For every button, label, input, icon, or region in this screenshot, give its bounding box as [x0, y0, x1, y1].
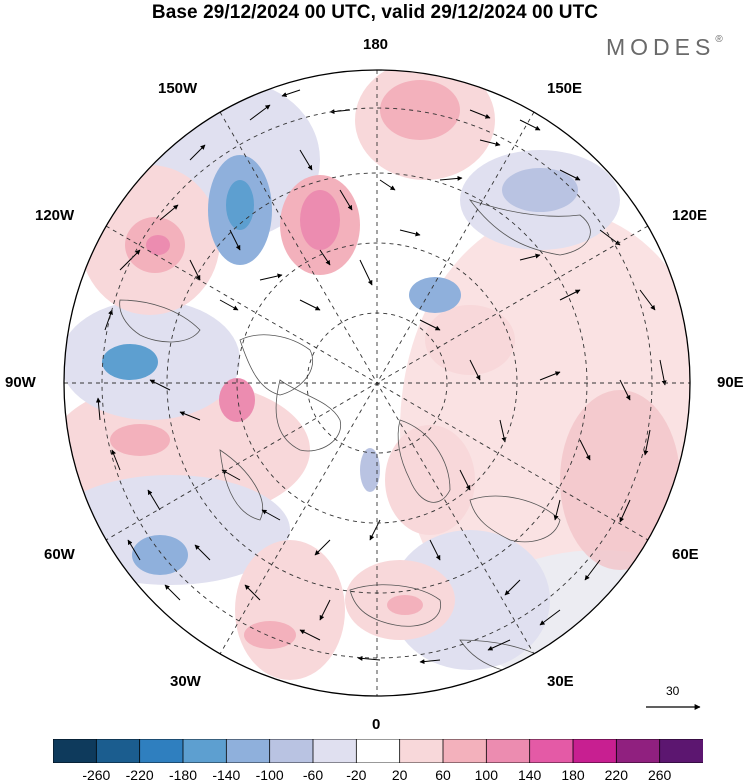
colorbar-segment: [442, 739, 488, 763]
positive-anomaly-core: [387, 595, 423, 615]
negative-anomaly-core: [132, 535, 188, 575]
positive-anomaly-region: [560, 390, 680, 570]
modes-logo: MODES®: [606, 34, 723, 61]
colorbar-segment: [572, 739, 618, 763]
colorbar-tick-label: -220: [125, 767, 154, 783]
latitude-circle: [236, 242, 518, 524]
negative-anomaly-core: [102, 344, 158, 380]
negative-anomaly-core: [226, 180, 254, 230]
positive-anomaly-core: [219, 378, 255, 422]
lon-label-0: 0: [372, 716, 381, 733]
positive-anomaly-region: [235, 540, 345, 680]
colorbar-segment: [485, 739, 531, 763]
meridian-120e-60w: [105, 225, 649, 541]
lon-label-30w: 30W: [170, 673, 201, 690]
colorbar-tick-label: 260: [647, 767, 672, 783]
anomaly-shading: [64, 70, 690, 696]
map-boundary: [63, 69, 691, 697]
brand-text: MODES: [606, 34, 716, 60]
colorbar-tick-label: 220: [604, 767, 629, 783]
negative-anomaly-region: [390, 530, 550, 670]
colorbar-segment: [225, 739, 271, 763]
colorbar-segment: [529, 739, 574, 763]
negative-anomaly-core: [502, 168, 578, 212]
colorbar-tick-label: -20: [346, 767, 367, 783]
coastlines: [119, 199, 591, 675]
lon-label-150w: 150W: [158, 80, 198, 97]
graticule: [64, 70, 690, 696]
colorbar-segment: [615, 739, 661, 763]
wind-vectors: [95, 89, 667, 665]
positive-anomaly-core: [380, 80, 460, 140]
positive-anomaly-region: [425, 305, 515, 375]
colorbar-segment: [139, 739, 184, 763]
positive-anomaly-core: [146, 235, 170, 255]
colorbar-tick-label: -140: [212, 767, 241, 783]
registered-mark: ®: [715, 34, 723, 46]
negative-anomaly-core: [360, 448, 380, 492]
colorbar-segment: [659, 739, 703, 763]
lon-label-60e: 60E: [672, 546, 699, 563]
colorbar-segment: [95, 739, 141, 763]
reference-vector-label: 30: [666, 684, 680, 698]
lon-label-120e: 120E: [672, 207, 708, 224]
colorbar-segment: [182, 739, 228, 763]
lon-label-60w: 60W: [44, 546, 75, 563]
colorbar-tick-label: -180: [168, 767, 198, 783]
lon-label-90w: 90W: [5, 374, 36, 391]
colorbar-tick-label: 20: [391, 767, 408, 783]
colorbar-segment: [312, 739, 358, 763]
colorbar-tick-label: -60: [302, 767, 324, 783]
colorbar-tick-label: 60: [435, 767, 451, 783]
colorbar-tick-label: 140: [517, 767, 542, 783]
colorbar-segment: [269, 739, 314, 763]
colorbar-tick-label: -260: [82, 767, 111, 783]
lon-label-150e: 150E: [547, 80, 583, 97]
positive-anomaly-core: [244, 621, 296, 649]
map-title: Base 29/12/2024 00 UTC, valid 29/12/2024…: [151, 2, 599, 23]
lon-label-180: 180: [363, 36, 389, 53]
positive-anomaly-region: [385, 425, 475, 535]
colorbar-tick-label: 180: [561, 767, 585, 783]
colorbar-tick-label: -100: [255, 767, 284, 783]
colorbar-segment: [399, 739, 444, 763]
positive-anomaly-core: [300, 190, 340, 250]
positive-anomaly-core: [110, 424, 170, 456]
colorbar-tick-label: 100: [474, 767, 499, 783]
lon-label-30e: 30E: [547, 673, 574, 690]
colorbar: [53, 739, 703, 763]
colorbar-segment: [355, 739, 401, 763]
lon-label-90e: 90E: [717, 374, 744, 391]
lon-label-120w: 120W: [35, 207, 75, 224]
colorbar-segment: [53, 739, 98, 763]
negative-anomaly-core: [409, 277, 461, 313]
